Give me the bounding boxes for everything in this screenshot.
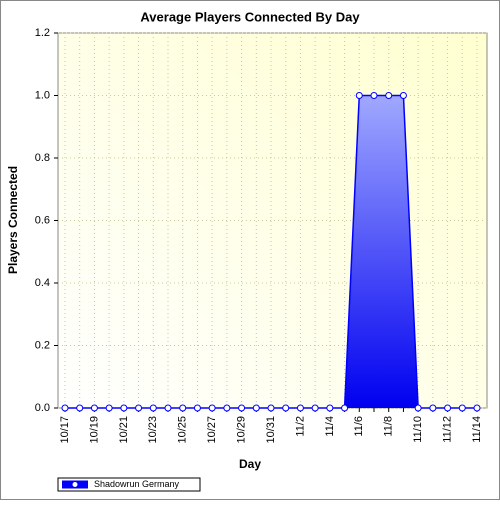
marker [326, 404, 334, 412]
x-tick-label: 11/6 [353, 416, 365, 437]
marker [370, 92, 378, 99]
y-tick-label: 0.4 [35, 277, 50, 289]
marker [105, 404, 113, 412]
marker [311, 404, 319, 412]
x-tick-label: 10/21 [118, 416, 130, 444]
x-tick-label: 10/23 [147, 416, 159, 444]
area [65, 95, 477, 408]
marker [135, 404, 143, 412]
marker [164, 404, 172, 412]
chart-title: Average Players Connected By Day [140, 9, 360, 24]
marker [120, 404, 128, 412]
y-tick-label: 0.0 [35, 402, 50, 414]
marker [341, 404, 349, 412]
marker [429, 404, 437, 412]
marker [193, 404, 201, 412]
marker [458, 404, 466, 412]
y-tick-label: 0.8 [35, 152, 50, 164]
y-tick-label: 0.6 [35, 214, 50, 226]
marker [179, 404, 187, 412]
marker [76, 404, 84, 412]
legend-marker [71, 481, 79, 488]
marker [296, 404, 304, 412]
marker [473, 404, 481, 412]
x-axis-label: Day [239, 457, 261, 471]
marker [385, 92, 393, 99]
marker [399, 92, 407, 99]
x-tick-label: 10/19 [88, 416, 100, 444]
x-tick-label: 11/2 [294, 416, 306, 437]
x-tick-label: 10/25 [177, 416, 189, 444]
x-tick-label: 11/14 [471, 416, 483, 443]
marker [252, 404, 260, 412]
legend [57, 477, 201, 492]
marker [149, 404, 157, 412]
x-tick-label: 10/17 [59, 416, 71, 444]
marker [267, 404, 275, 412]
y-tick-label: 1.2 [35, 27, 50, 39]
marker [238, 404, 246, 412]
legend-label: Shadowrun Germany [94, 479, 180, 489]
marker [414, 404, 422, 412]
y-tick-label: 0.2 [35, 339, 50, 351]
marker [61, 404, 69, 412]
marker [90, 404, 98, 412]
marker [355, 92, 363, 99]
x-tick-label: 11/12 [441, 416, 453, 443]
x-tick-label: 11/10 [412, 416, 424, 443]
x-tick-label: 10/29 [235, 416, 247, 444]
marker [282, 404, 290, 412]
marker [208, 404, 216, 412]
x-tick-label: 10/31 [265, 416, 277, 444]
y-axis-label: Players Connected [6, 166, 20, 274]
marker [444, 404, 452, 412]
x-tick-label: 11/4 [324, 416, 336, 437]
x-tick-label: 11/8 [383, 416, 395, 437]
x-tick-label: 10/27 [206, 416, 218, 444]
marker [223, 404, 231, 412]
y-tick-label: 1.0 [35, 89, 50, 101]
